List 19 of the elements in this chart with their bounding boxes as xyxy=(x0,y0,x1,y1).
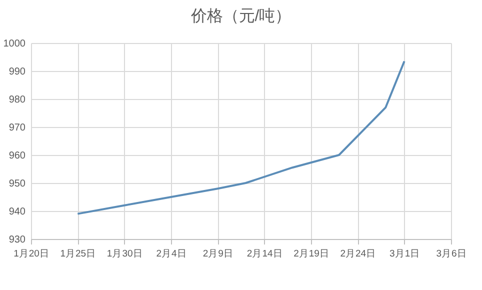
y-tick-label: 980 xyxy=(8,94,26,106)
y-tick-label: 990 xyxy=(8,66,26,78)
x-tick-label: 1月25日 xyxy=(60,248,96,260)
x-tick-label: 2月24日 xyxy=(340,248,376,260)
x-tick-label: 1月30日 xyxy=(106,248,143,260)
x-tick-label: 3月6日 xyxy=(436,248,467,260)
y-tick-label: 940 xyxy=(8,206,26,218)
y-tick-label: 970 xyxy=(8,122,26,134)
y-tick-label: 1000 xyxy=(3,38,26,50)
x-tick-label: 2月9日 xyxy=(202,248,234,260)
x-tick-label: 2月19日 xyxy=(294,248,330,260)
chart-title: 价格（元/吨） xyxy=(190,7,292,25)
y-tick-label: 950 xyxy=(8,178,26,190)
y-tick-label: 960 xyxy=(8,150,26,162)
x-tick-label: 2月4日 xyxy=(156,248,187,260)
y-tick-label: 930 xyxy=(8,234,26,246)
x-tick-label: 2月14日 xyxy=(246,248,283,260)
x-tick-label: 1月20日 xyxy=(14,248,50,260)
x-tick-label: 3月1日 xyxy=(390,248,420,260)
